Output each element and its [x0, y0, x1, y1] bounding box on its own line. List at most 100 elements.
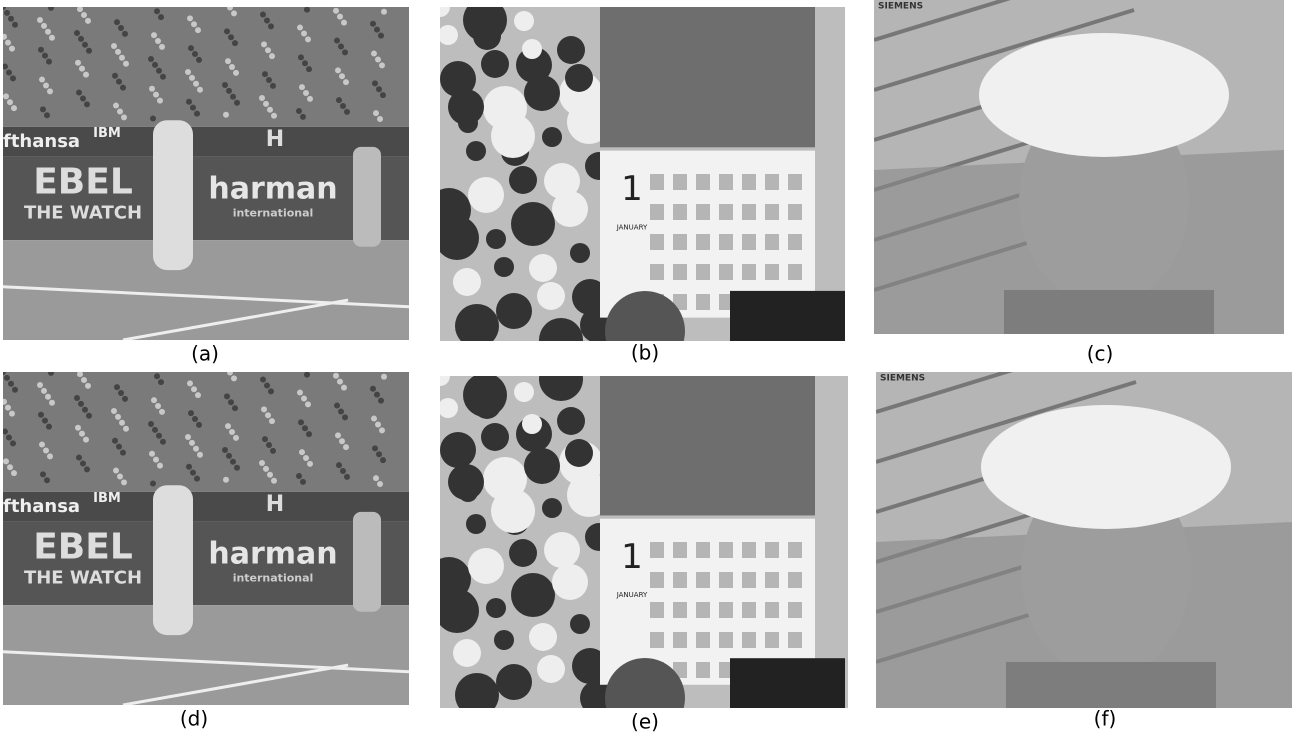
spectator — [378, 33, 384, 39]
pattern — [486, 598, 506, 618]
spectator — [9, 411, 15, 417]
spectator — [341, 385, 347, 391]
pattern — [542, 498, 562, 518]
spectator — [160, 439, 166, 445]
spectator — [123, 426, 129, 432]
date-cell — [765, 234, 779, 250]
spectator — [3, 93, 9, 99]
spectator — [337, 379, 343, 385]
spectator — [112, 73, 118, 79]
date-cell — [696, 264, 710, 280]
spectator — [263, 101, 269, 107]
spectator — [302, 60, 308, 66]
spectator — [305, 401, 311, 407]
date-cell — [696, 542, 710, 558]
date-cell — [673, 542, 687, 558]
spectator — [1, 34, 7, 40]
spectator — [373, 110, 379, 116]
spectator — [334, 403, 340, 409]
spectator — [267, 472, 273, 478]
scene-text: SIEMENS — [880, 374, 925, 384]
spectator — [379, 427, 385, 433]
spectator — [0, 4, 6, 10]
spectator — [2, 64, 8, 70]
scene-text: EBEL — [33, 161, 133, 202]
spectator — [229, 64, 235, 70]
pattern — [511, 202, 555, 246]
spectator — [188, 410, 194, 416]
pattern — [448, 464, 484, 500]
toy-train — [730, 658, 845, 708]
spectator — [333, 8, 339, 14]
spectator — [49, 35, 55, 41]
pattern — [509, 166, 537, 194]
spectator — [39, 77, 45, 83]
spectator — [152, 427, 158, 433]
spectator — [148, 56, 154, 62]
scene-text: THE WATCH — [24, 202, 142, 223]
spectator — [119, 55, 125, 61]
spectator — [192, 51, 198, 57]
date-cell — [765, 632, 779, 648]
date-cell — [673, 204, 687, 220]
spectator — [40, 471, 46, 477]
spectator — [340, 103, 346, 109]
spectator — [42, 53, 48, 59]
spectator — [115, 414, 121, 420]
spectator — [185, 434, 191, 440]
player — [153, 120, 193, 270]
spectator — [79, 431, 85, 437]
spectator — [223, 112, 229, 118]
scene-text: harman — [208, 172, 337, 207]
pattern — [539, 318, 583, 362]
spectator — [307, 96, 313, 102]
spectator — [86, 48, 92, 54]
scene-text: international — [233, 206, 314, 219]
spectator — [115, 49, 121, 55]
spectator — [372, 445, 378, 451]
spectator — [149, 86, 155, 92]
spectator — [11, 470, 17, 476]
spectator — [188, 45, 194, 51]
spectator — [228, 399, 234, 405]
spectator — [8, 16, 14, 22]
date-cell — [788, 542, 802, 558]
pattern — [557, 36, 585, 64]
spectator — [231, 10, 237, 16]
spectator — [191, 386, 197, 392]
spectator — [333, 373, 339, 379]
spectator — [307, 461, 313, 467]
spectator — [41, 388, 47, 394]
spectator — [12, 387, 18, 393]
spectator — [159, 44, 165, 50]
spectator — [47, 88, 53, 94]
spectator — [155, 38, 161, 44]
spectator — [335, 432, 341, 438]
scene-text: SIEMENS — [878, 2, 923, 12]
pattern — [468, 548, 504, 584]
spectator — [7, 464, 13, 470]
scene-text: JANUARY — [616, 223, 648, 231]
spectator — [153, 92, 159, 98]
spectator — [47, 453, 53, 459]
pattern — [511, 573, 555, 617]
spectator — [261, 406, 267, 412]
spectator — [111, 43, 117, 49]
spectator — [371, 416, 377, 422]
spectator — [370, 21, 376, 27]
spectator — [111, 408, 117, 414]
panel: fthansaIBMEBELTHE WATCHharmaninternation… — [0, 369, 409, 705]
date-cell — [719, 572, 733, 588]
jacket — [1004, 290, 1214, 334]
date-cell — [742, 542, 756, 558]
spectator — [344, 109, 350, 115]
pattern — [453, 639, 481, 667]
spectator — [39, 442, 45, 448]
spectator — [117, 108, 123, 114]
spectator — [268, 388, 274, 394]
spectator — [377, 116, 383, 122]
spectator — [152, 62, 158, 68]
spectator — [151, 397, 157, 403]
spectator — [223, 477, 229, 483]
scene-text: fthansa — [3, 131, 80, 152]
